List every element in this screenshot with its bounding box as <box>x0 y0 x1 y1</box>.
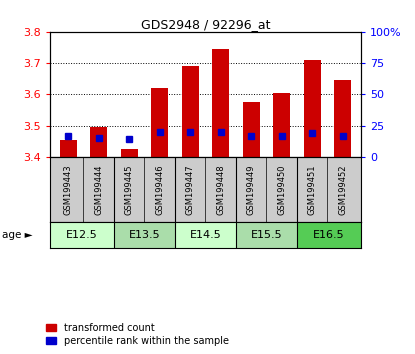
Bar <box>304 60 321 157</box>
Text: E15.5: E15.5 <box>251 230 282 240</box>
Bar <box>60 139 76 157</box>
Bar <box>121 149 137 157</box>
Bar <box>212 49 229 157</box>
Text: GSM199444: GSM199444 <box>94 164 103 215</box>
Text: GSM199450: GSM199450 <box>277 164 286 215</box>
Text: E16.5: E16.5 <box>313 230 345 240</box>
Text: GSM199452: GSM199452 <box>338 164 347 215</box>
Text: GSM199447: GSM199447 <box>186 164 195 215</box>
Bar <box>297 222 361 248</box>
Text: E13.5: E13.5 <box>129 230 160 240</box>
Legend: transformed count, percentile rank within the sample: transformed count, percentile rank withi… <box>46 323 229 346</box>
Bar <box>50 222 114 248</box>
Text: GSM199449: GSM199449 <box>247 164 256 215</box>
Bar <box>236 222 297 248</box>
Text: E14.5: E14.5 <box>190 230 221 240</box>
Bar <box>114 222 175 248</box>
Bar <box>243 102 260 157</box>
Text: GSM199446: GSM199446 <box>155 164 164 215</box>
Bar <box>273 93 290 157</box>
Text: GSM199443: GSM199443 <box>63 164 73 215</box>
Bar <box>90 127 107 157</box>
Text: E12.5: E12.5 <box>66 230 98 240</box>
Bar <box>334 80 351 157</box>
Bar <box>151 88 168 157</box>
Bar <box>175 222 236 248</box>
Text: GSM199451: GSM199451 <box>308 164 317 215</box>
Text: GSM199445: GSM199445 <box>124 164 134 215</box>
Bar <box>182 66 198 157</box>
Title: GDS2948 / 92296_at: GDS2948 / 92296_at <box>141 18 270 31</box>
Text: GSM199448: GSM199448 <box>216 164 225 215</box>
Text: age ►: age ► <box>2 230 33 240</box>
